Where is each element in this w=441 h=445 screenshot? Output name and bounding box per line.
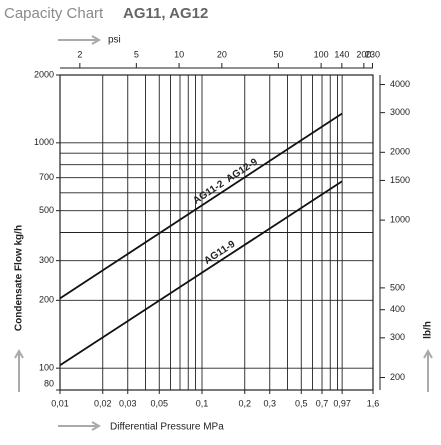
x2-tick-label: 230 xyxy=(365,49,380,59)
y2-tick-label: 400 xyxy=(390,304,405,314)
y-tick-label: 200 xyxy=(39,295,54,305)
x-tick-label: 0,97 xyxy=(333,398,351,408)
y-tick-label: 500 xyxy=(39,205,54,215)
x-tick-label: 0,05 xyxy=(150,398,168,408)
x-tick-label: 0,01 xyxy=(51,398,69,408)
y-tick-label: 300 xyxy=(39,255,54,265)
plot-frame xyxy=(59,74,374,391)
y2-tick-label: 1000 xyxy=(390,214,410,224)
right-arrow xyxy=(423,348,433,392)
x-tick-label: 0,02 xyxy=(94,398,112,408)
y-tick-label: 2000 xyxy=(34,69,54,79)
x-tick-label: 0,1 xyxy=(196,398,209,408)
y2-tick-label: 200 xyxy=(390,372,405,382)
y2-tick-label: 1500 xyxy=(390,175,410,185)
x2-tick-label: 5 xyxy=(134,49,139,59)
x2-tick-label: 50 xyxy=(273,49,283,59)
x2-tick-label: 100 xyxy=(314,49,329,59)
x-tick-label: 0,7 xyxy=(316,398,329,408)
x2-tick-label: 2 xyxy=(77,49,82,59)
x-tick-label: 0,3 xyxy=(264,398,277,408)
series-line xyxy=(59,180,343,367)
y-tick-label: 1000 xyxy=(34,137,54,147)
x-tick-label: 0,03 xyxy=(119,398,137,408)
y2-tick-label: 300 xyxy=(390,332,405,342)
x2-tick-label: 200 xyxy=(356,49,371,59)
y2-tick-label: 3000 xyxy=(390,107,410,117)
y2-tick-label: 2000 xyxy=(390,147,410,157)
chart-title-models: AG11, AG12 xyxy=(123,5,208,22)
top-arrow xyxy=(58,35,102,45)
y-tick-label: 100 xyxy=(39,363,54,373)
left-arrow xyxy=(14,348,24,392)
y2-axis-label: lb/h xyxy=(423,321,434,339)
bottom-arrow xyxy=(58,421,102,431)
x-tick-label: 0,2 xyxy=(238,398,251,408)
y-tick-label: 80 xyxy=(44,378,54,388)
x2-tick-label: 140 xyxy=(334,49,349,59)
x2-tick-label: 10 xyxy=(174,49,184,59)
x2-axis-label: psi xyxy=(108,35,121,46)
x2-tick-label: 20 xyxy=(217,49,227,59)
y-tick-label: 700 xyxy=(39,172,54,182)
y2-tick-label: 4000 xyxy=(390,79,410,89)
x-axis-label: Differential Pressure MPa xyxy=(110,422,224,433)
x-tick-label: 0,5 xyxy=(295,398,308,408)
chart-title: Capacity Chart xyxy=(4,5,104,22)
series-line xyxy=(59,112,343,300)
x-tick-label: 1,6 xyxy=(367,398,380,408)
y-axis-label: Condensate Flow kg/h xyxy=(14,225,25,331)
y2-tick-label: 500 xyxy=(390,282,405,292)
